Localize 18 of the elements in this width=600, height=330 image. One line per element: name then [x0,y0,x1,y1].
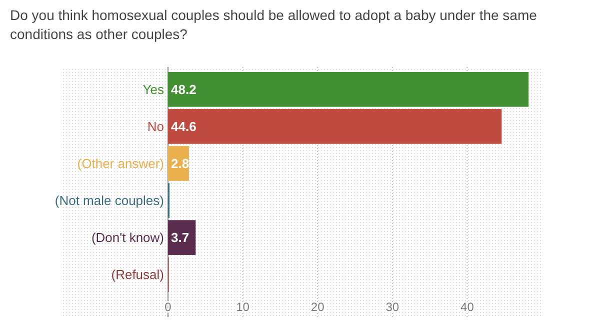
chart-title: Do you think homosexual couples should be allowed to adopt a baby under the same conditions as other couples? [10,7,538,42]
x-tick-label: 40 [460,300,474,314]
x-tick-label: 10 [236,300,250,314]
y-tick-label: (Not male couples) [54,193,164,208]
bar [168,109,502,144]
y-tick-label: No [147,118,164,134]
data-label: 3.7 [171,230,190,246]
data-label: 2.8 [171,156,190,172]
x-tick-label: 20 [310,300,325,314]
y-tick-label: Yes [142,82,164,97]
y-tick-label: (Other answer) [77,156,164,172]
data-label: 44.6 [171,118,196,134]
y-tick-label: (Don't know) [91,230,164,246]
bar [168,72,529,107]
data-label: 48.2 [171,82,196,97]
x-tick-label: 30 [386,300,400,314]
bar [168,220,196,255]
y-tick-label: (Refusal) [111,267,164,282]
